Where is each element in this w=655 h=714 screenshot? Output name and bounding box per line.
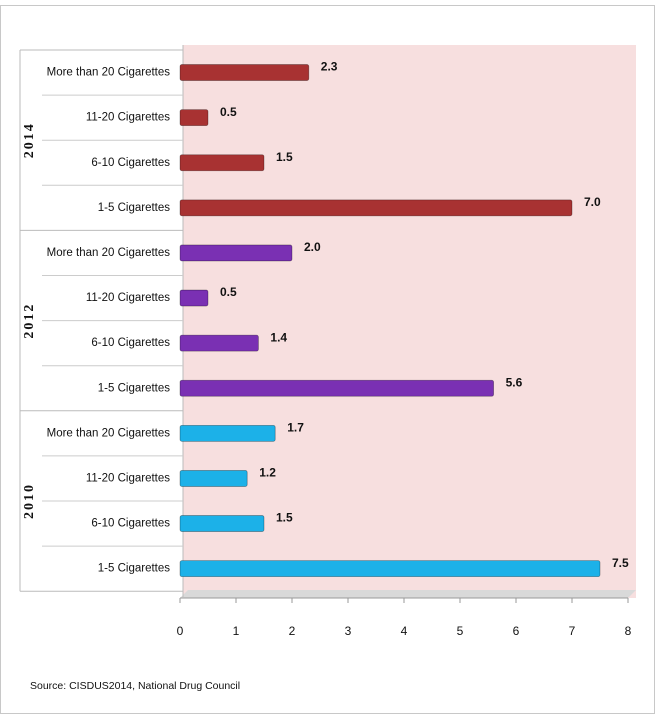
value-label: 0.5 xyxy=(220,285,237,299)
value-label: 1.5 xyxy=(276,150,293,164)
bar xyxy=(179,244,293,262)
value-label: 5.6 xyxy=(506,375,523,389)
plot-floor xyxy=(180,590,636,598)
bar xyxy=(179,515,265,532)
value-label: 1.2 xyxy=(259,466,276,480)
x-tick-label: 6 xyxy=(513,624,520,638)
value-label: 2.0 xyxy=(304,240,321,254)
bar xyxy=(179,64,310,81)
category-label: 1-5 Cigarettes xyxy=(98,382,170,394)
x-tick-label: 3 xyxy=(345,624,352,638)
x-tick-label: 8 xyxy=(625,624,632,638)
category-label: 6-10 Cigarettes xyxy=(91,337,170,349)
x-tick-label: 5 xyxy=(457,624,464,638)
bar xyxy=(179,199,573,217)
value-label: 1.7 xyxy=(287,421,304,435)
category-label: 11-20 Cigarettes xyxy=(86,472,170,484)
bar xyxy=(179,470,248,487)
x-tick-label: 1 xyxy=(233,624,240,638)
value-label: 1.5 xyxy=(276,511,293,525)
value-label: 1.4 xyxy=(270,330,287,344)
category-label: 1-5 Cigarettes xyxy=(98,563,170,575)
bar xyxy=(179,154,265,172)
x-tick-label: 0 xyxy=(177,624,184,638)
category-label: More than 20 Cigarettes xyxy=(47,247,171,259)
x-tick-label: 7 xyxy=(569,624,576,638)
bar xyxy=(179,560,601,578)
category-label: 6-10 Cigarettes xyxy=(91,157,170,169)
group-label: 2010 xyxy=(22,483,37,519)
category-label: More than 20 Cigarettes xyxy=(47,427,171,439)
bar xyxy=(179,109,209,127)
value-label: 0.5 xyxy=(220,105,237,119)
source: Source: CISDUS2014, National Drug Counci… xyxy=(30,680,240,692)
category-label: 1-5 Cigarettes xyxy=(98,202,170,214)
bar xyxy=(179,334,259,352)
group-label: 2014 xyxy=(22,122,37,158)
bar xyxy=(179,379,495,397)
bar xyxy=(179,289,209,307)
category-label: 6-10 Cigarettes xyxy=(91,518,170,530)
value-label: 2.3 xyxy=(321,60,338,74)
x-tick-label: 4 xyxy=(401,624,408,638)
bar xyxy=(179,424,276,442)
group-label: 2012 xyxy=(22,303,37,339)
x-tick-label: 2 xyxy=(289,624,296,638)
category-label: 11-20 Cigarettes xyxy=(86,112,170,124)
category-label: More than 20 Cigarettes xyxy=(47,67,171,79)
value-label: 7.0 xyxy=(584,195,601,209)
value-label: 7.5 xyxy=(612,556,629,570)
plot-area xyxy=(183,45,636,598)
category-label: 11-20 Cigarettes xyxy=(86,292,170,304)
